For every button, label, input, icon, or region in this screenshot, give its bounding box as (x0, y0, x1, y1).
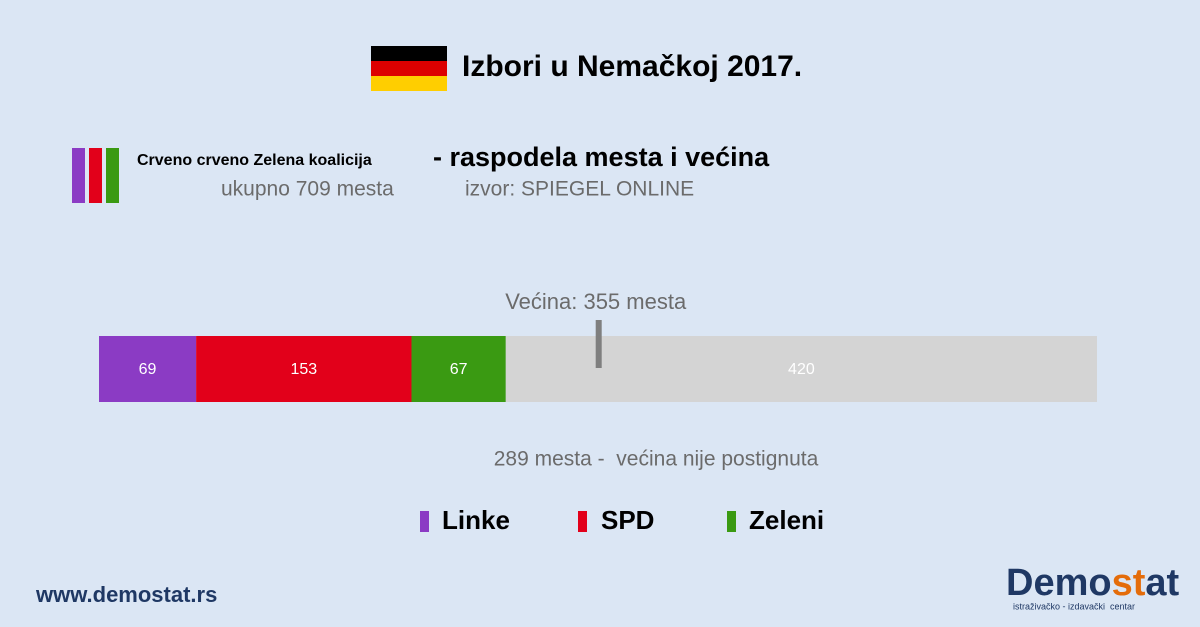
value-label: 67 (450, 361, 468, 378)
coalition-name: Crveno crveno Zelena koalicija (137, 152, 372, 169)
icon-bar (106, 148, 119, 203)
bar-segment (505, 336, 1097, 402)
logo-part: st (1112, 562, 1146, 604)
logo-part: Demo (1006, 562, 1112, 604)
logo: Demostat (1006, 562, 1180, 604)
chart-title: Izbori u Nemačkoj 2017. (462, 50, 802, 83)
majority-marker (595, 320, 602, 368)
icon-bar (72, 148, 85, 203)
logo-part: at (1145, 562, 1179, 604)
subtitle: - raspodela mesta i većina (433, 142, 770, 172)
legend-label: SPD (601, 505, 654, 535)
value-label: 69 (139, 361, 157, 378)
legend-swatch (420, 511, 429, 532)
bar-segment (411, 336, 506, 402)
website: www.demostat.rs (35, 582, 217, 607)
legend-label: Zeleni (749, 505, 824, 535)
icon-bar (89, 148, 102, 203)
legend-swatch (578, 511, 587, 532)
legend-label: Linke (442, 505, 510, 535)
total-note: ukupno 709 mesta (221, 178, 394, 201)
flag (371, 46, 447, 91)
bar-segment (99, 336, 197, 402)
value-label: 420 (788, 361, 815, 378)
source: izvor: SPIEGEL ONLINE (465, 178, 694, 201)
coalition-icon (72, 148, 119, 203)
note: 289 mesta - većina nije postignuta (494, 448, 819, 471)
logo-tagline: istraživačko - izdavački centar (1013, 601, 1135, 611)
legend-swatch (727, 511, 736, 532)
majority-label: Većina: 355 mesta (505, 289, 687, 314)
bar-segment (196, 336, 412, 402)
value-label: 153 (290, 361, 317, 378)
